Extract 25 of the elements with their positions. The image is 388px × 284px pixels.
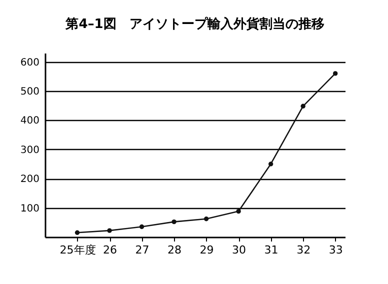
x-tick-label: 27: [135, 244, 150, 256]
x-tick-label: 28: [168, 244, 182, 256]
point: [204, 216, 209, 222]
point: [139, 224, 144, 230]
y-tick-label: 600: [20, 57, 40, 68]
point: [300, 104, 306, 108]
y-tick-label: 200: [20, 174, 40, 186]
point: [236, 208, 241, 214]
chart-title: 第4–1図 アイソトープ輸入外貨割当の推移: [64, 16, 324, 32]
y-tick-label: 400: [20, 116, 40, 127]
point: [74, 230, 80, 235]
y-tick-label: 300: [20, 144, 40, 156]
x-tick-label: 30: [232, 244, 246, 256]
point: [332, 71, 338, 76]
point: [172, 219, 176, 224]
x-tick-label: 25年度: [60, 244, 96, 256]
y-tick-label: 500: [20, 86, 40, 98]
x-tick-label: 26: [103, 244, 118, 256]
point: [107, 228, 112, 233]
x-tick-label: 31: [264, 244, 278, 256]
y-tick-label: 100: [20, 203, 40, 214]
x-tick-label: 32: [296, 244, 311, 256]
point: [268, 162, 274, 166]
x-tick-label: 33: [328, 244, 343, 256]
x-tick-label: 29: [200, 244, 214, 256]
